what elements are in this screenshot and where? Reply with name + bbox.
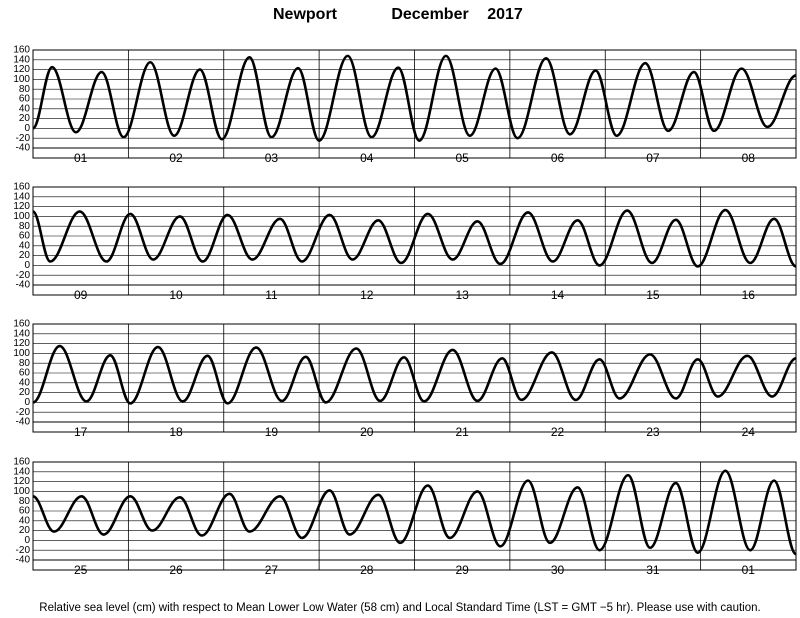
- y-tick-label: 80: [19, 496, 31, 507]
- y-tick-label: 60: [19, 506, 31, 517]
- y-tick-label: 140: [13, 54, 30, 65]
- y-tick-label: 80: [19, 358, 31, 369]
- y-tick-label: 100: [13, 74, 30, 85]
- y-tick-label: 140: [13, 328, 30, 339]
- y-tick-label: -40: [16, 143, 31, 154]
- y-tick-label: 80: [19, 221, 31, 232]
- plot-frame: [32, 186, 797, 296]
- y-tick-label: 20: [19, 113, 31, 124]
- y-tick-label: 0: [24, 123, 30, 134]
- y-tick-label: 0: [24, 260, 30, 271]
- plot-frame: [32, 461, 797, 571]
- y-tick-label: -40: [16, 555, 31, 566]
- footnote: Relative sea level (cm) with respect to …: [39, 602, 760, 614]
- y-tick-label: 40: [19, 377, 31, 388]
- y-tick-label: 0: [24, 535, 30, 546]
- y-tick-label: 0: [24, 397, 30, 408]
- y-tick-label: -20: [16, 133, 31, 144]
- y-tick-label: 20: [19, 525, 31, 536]
- y-tick-label: 100: [13, 486, 30, 497]
- y-tick-label: 40: [19, 240, 31, 251]
- y-tick-label: 40: [19, 515, 31, 526]
- tide-line: [32, 469, 798, 556]
- y-tick-label: -40: [16, 280, 31, 291]
- y-tick-label: 120: [13, 338, 30, 349]
- y-tick-label: 20: [19, 250, 31, 261]
- y-tick-label: 60: [19, 368, 31, 379]
- y-tick-label: 160: [13, 182, 30, 193]
- y-tick-label: 60: [19, 94, 31, 105]
- plot-frame: [32, 323, 797, 433]
- y-tick-label: 100: [13, 348, 30, 359]
- y-tick-label: 40: [19, 103, 31, 114]
- plot-frame: [32, 49, 797, 159]
- y-tick-label: -20: [16, 407, 31, 418]
- y-tick-label: 80: [19, 84, 31, 95]
- year: 2017: [487, 6, 523, 23]
- y-tick-label: 120: [13, 476, 30, 487]
- y-tick-label: -20: [16, 545, 31, 556]
- y-tick-label: -40: [16, 417, 31, 428]
- y-tick-label: 60: [19, 231, 31, 242]
- y-tick-label: 140: [13, 466, 30, 477]
- y-tick-label: 100: [13, 211, 30, 222]
- location: Newport: [273, 6, 338, 23]
- y-tick-label: 20: [19, 387, 31, 398]
- y-tick-label: 140: [13, 191, 30, 202]
- tide-line: [32, 344, 797, 405]
- y-tick-label: 160: [13, 319, 30, 330]
- tide-line: [31, 208, 797, 268]
- tide-line: [31, 54, 797, 142]
- y-tick-label: 160: [13, 457, 30, 468]
- y-tick-label: -20: [16, 270, 31, 281]
- y-tick-label: 120: [13, 64, 30, 75]
- y-tick-label: 160: [13, 45, 30, 56]
- y-tick-label: 120: [13, 201, 30, 212]
- month: December: [391, 6, 468, 23]
